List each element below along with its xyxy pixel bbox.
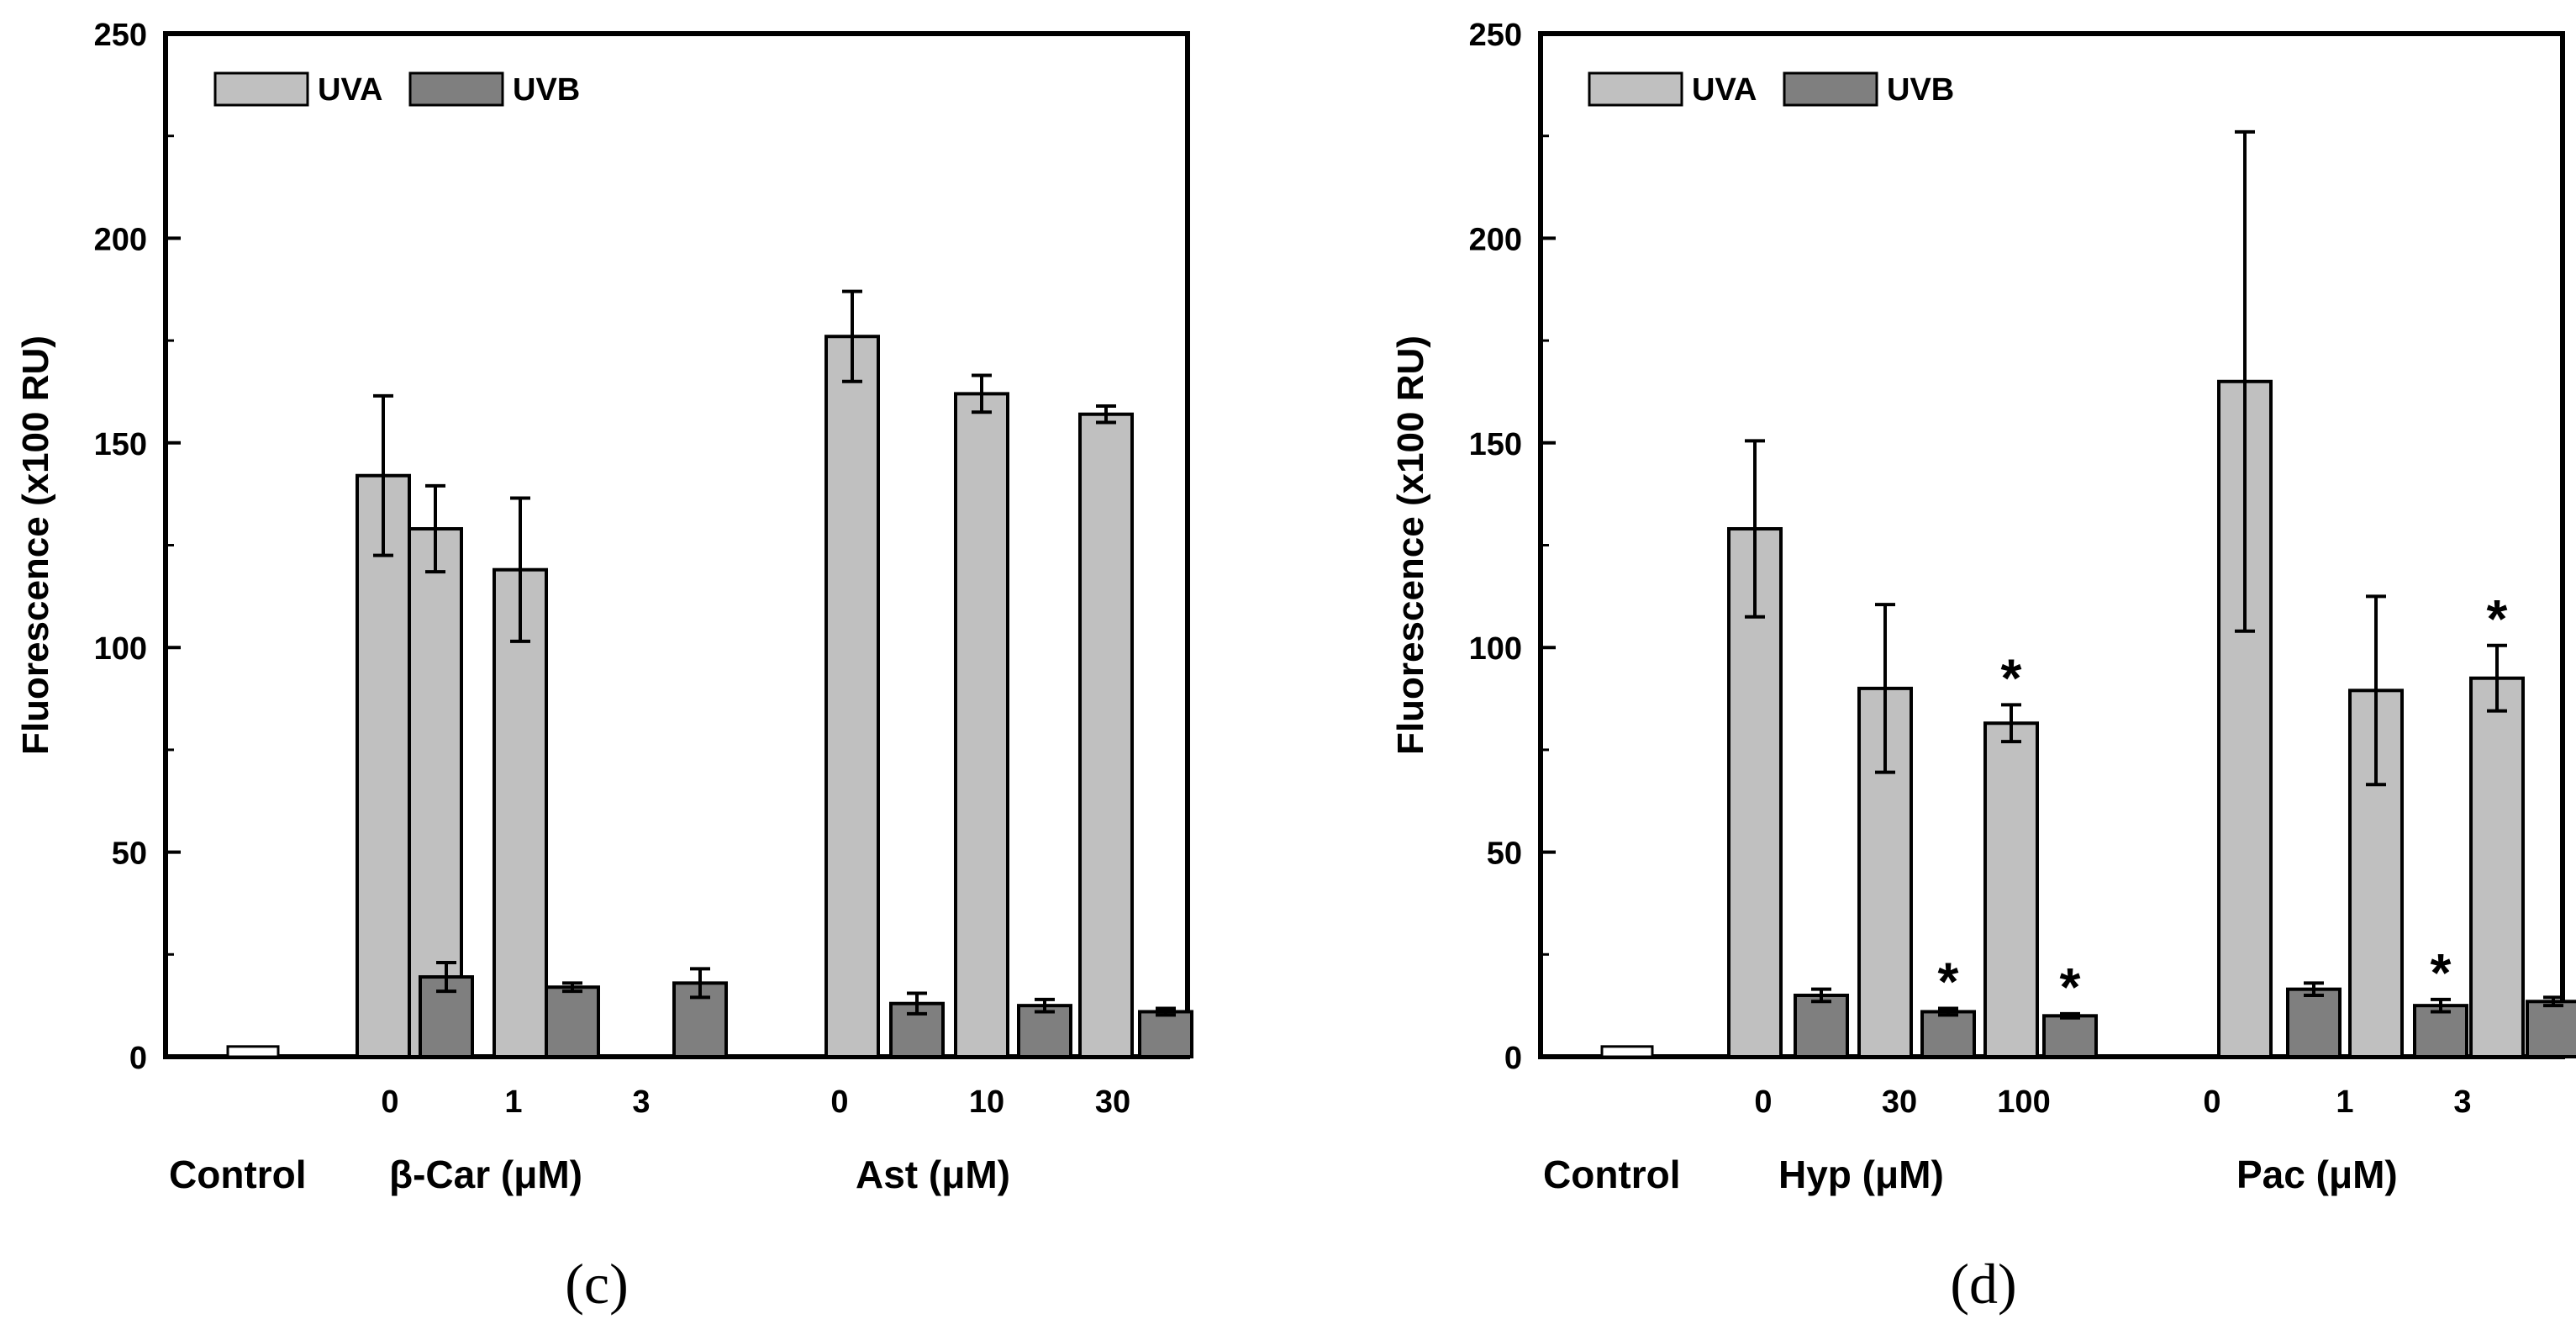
- dose-label: 0: [1754, 1084, 1772, 1120]
- y-tick-label: 200: [1469, 222, 1522, 257]
- bar-uvb: [2286, 987, 2342, 1058]
- bar-group-1: * * 0 1 3 Pac (μM): [2203, 129, 2576, 1196]
- bar-uvb: [1017, 1004, 1072, 1059]
- y-tick-label: 50: [1487, 836, 1522, 872]
- dose-label: 0: [2203, 1084, 2220, 1120]
- bar-uva: [2469, 676, 2525, 1059]
- y-tick-label: 250: [1469, 18, 1522, 53]
- control-bar: [226, 1045, 280, 1058]
- dose-label: 1: [2336, 1084, 2353, 1120]
- y-tick-label: 250: [94, 18, 147, 53]
- bar-uvb: [2526, 1000, 2576, 1058]
- group-label: Ast (μM): [856, 1153, 1010, 1196]
- bar-uva: [356, 473, 411, 1058]
- bar-uvb: [2413, 1004, 2468, 1059]
- plot-frame: [1538, 31, 2565, 1059]
- bar-uva: [1078, 412, 1134, 1058]
- y-tick-label: 150: [94, 427, 147, 462]
- legend-swatch-uva: [1588, 71, 1683, 107]
- legend-swatch-uvb: [408, 71, 504, 107]
- dose-label: 0: [830, 1084, 848, 1120]
- y-axis-label: Fluorescence (x100 RU): [15, 335, 56, 755]
- panel-caption: (c): [565, 1252, 628, 1316]
- group-label: β-Car (μM): [389, 1153, 582, 1196]
- significance-asterisk: *: [2001, 647, 2022, 708]
- legend-label-uvb: UVB: [513, 72, 580, 108]
- bar-group-0: * * * 0 30 100 Hyp (μM): [1727, 439, 2098, 1196]
- dose-label: 0: [381, 1084, 398, 1120]
- bar-uvb: [545, 985, 600, 1059]
- y-tick-label: 50: [112, 836, 147, 872]
- bar-uva: [824, 335, 880, 1058]
- y-tick-label: 100: [94, 631, 147, 667]
- bar-uva: [1857, 686, 1913, 1058]
- dose-label: 100: [1997, 1084, 2050, 1120]
- control-label: Control: [1543, 1153, 1681, 1196]
- dose-label: 3: [2453, 1084, 2471, 1120]
- bar-uva: [1983, 721, 2039, 1058]
- bar-uva: [493, 567, 548, 1058]
- y-tick-label: 150: [1469, 427, 1522, 462]
- dose-label: 3: [632, 1084, 650, 1120]
- dose-label: 30: [1095, 1084, 1130, 1120]
- y-tick-label: 200: [94, 222, 147, 257]
- bar-group-1: 0 10 30 Ast (μM): [824, 289, 1193, 1196]
- legend-label-uva: UVA: [318, 72, 382, 108]
- plot-frame: [163, 31, 1190, 1059]
- significance-asterisk: *: [2431, 942, 2452, 1003]
- bar-group-0: 0 1 3 β-Car (μM): [356, 393, 728, 1196]
- legend-label-uva: UVA: [1692, 72, 1757, 108]
- dose-label: 1: [504, 1084, 522, 1120]
- dose-label: 10: [969, 1084, 1004, 1120]
- y-tick-label: 0: [1504, 1041, 1522, 1076]
- bar-uvb: [2042, 1014, 2098, 1058]
- y-axis-label: Fluorescence (x100 RU): [1390, 335, 1431, 755]
- bar-uva: [954, 392, 1009, 1059]
- control-bar: [1600, 1045, 1654, 1058]
- bar-uvb: [1794, 993, 1849, 1058]
- legend-swatch-uva: [213, 71, 309, 107]
- group-label: Hyp (μM): [1778, 1153, 1944, 1196]
- significance-asterisk: *: [2487, 588, 2508, 649]
- y-tick-label: 0: [129, 1041, 147, 1076]
- bar-uvb: [1138, 1010, 1193, 1059]
- legend-swatch-uvb: [1783, 71, 1878, 107]
- bar-uvb: [1920, 1010, 1976, 1059]
- significance-asterisk: *: [1938, 952, 1959, 1012]
- panel-caption: (d): [1950, 1252, 2016, 1316]
- dose-label: 30: [1882, 1084, 1917, 1120]
- group-label: Pac (μM): [2236, 1153, 2398, 1196]
- significance-asterisk: *: [2060, 957, 2081, 1017]
- control-label: Control: [169, 1153, 307, 1196]
- legend-label-uvb: UVB: [1887, 72, 1954, 108]
- y-tick-label: 100: [1469, 631, 1522, 667]
